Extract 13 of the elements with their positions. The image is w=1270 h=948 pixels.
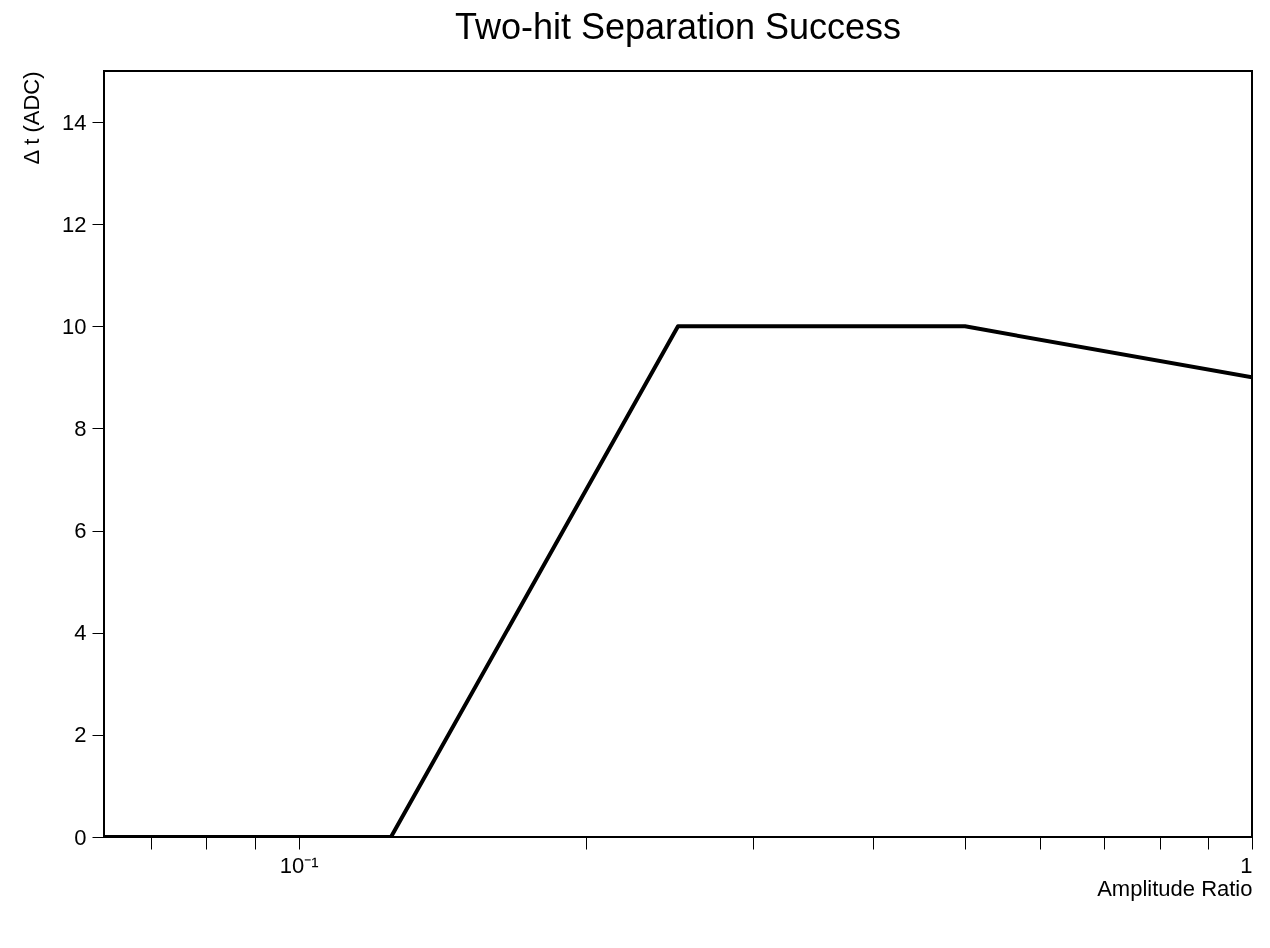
chart-title: Two-hit Separation Success: [454, 6, 902, 47]
y-tick-label: 10: [62, 313, 87, 339]
x-axis-title: Amplitude Ratio: [1097, 875, 1253, 901]
y-tick-label: 14: [62, 109, 87, 135]
y-tick-label: 4: [74, 620, 87, 646]
x-tick-label: 1: [1240, 852, 1253, 878]
y-tick-label: 2: [74, 722, 87, 748]
y-tick-label: 6: [74, 518, 87, 544]
x-tick-label: 10⁻¹: [279, 852, 319, 878]
y-tick-label: 0: [74, 824, 87, 850]
y-axis-title: Δ t (ADC): [19, 71, 45, 165]
y-tick-label: 8: [74, 415, 87, 441]
y-tick-label: 12: [62, 211, 87, 237]
